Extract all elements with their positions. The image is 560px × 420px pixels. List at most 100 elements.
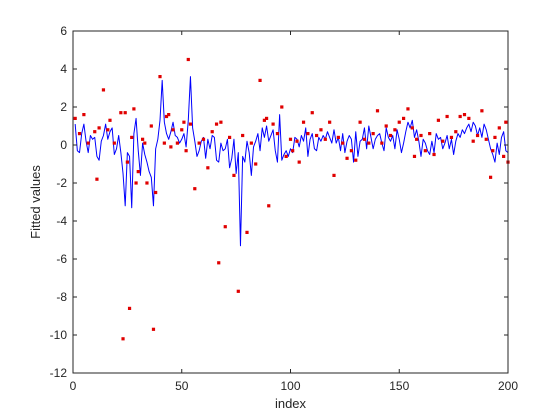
data-point (284, 154, 288, 158)
y-tick-label: -10 (50, 328, 68, 342)
data-point (436, 118, 440, 122)
data-point (462, 113, 467, 117)
data-point (336, 135, 340, 139)
data-point (288, 137, 293, 141)
data-point (93, 130, 97, 134)
data-point (175, 141, 179, 145)
data-point (291, 149, 295, 153)
data-point (371, 132, 375, 136)
data-point (432, 152, 436, 157)
x-axis-label: index (275, 396, 307, 411)
data-point (345, 156, 349, 160)
data-point (182, 120, 186, 124)
data-point (206, 166, 210, 170)
data-point (441, 139, 445, 143)
y-tick-label: -8 (56, 290, 67, 304)
data-point (410, 126, 414, 130)
data-point (397, 120, 401, 124)
data-point (467, 116, 471, 120)
data-point (119, 111, 123, 115)
data-point (108, 118, 112, 122)
data-point (95, 177, 99, 181)
data-point (210, 130, 214, 134)
data-point (349, 149, 353, 153)
data-point (241, 133, 245, 138)
data-point (449, 135, 454, 139)
data-point (262, 118, 266, 122)
data-point (412, 154, 417, 158)
data-point (489, 175, 493, 179)
data-point (254, 162, 258, 166)
plot-area (73, 31, 508, 373)
axes-layer: 0 50 100 150 200 -12 -10 -8 -6 -4 -2 0 2 4 6 (50, 24, 519, 393)
data-point (101, 88, 106, 92)
data-point (480, 109, 484, 113)
data-point (493, 135, 497, 139)
data-point (201, 137, 206, 141)
data-point (217, 261, 221, 265)
data-point (275, 132, 280, 136)
data-point (134, 181, 138, 185)
data-point (236, 289, 240, 293)
data-point (328, 120, 332, 124)
data-point (149, 124, 153, 128)
data-point (267, 204, 271, 208)
x-tick-label: 0 (70, 379, 77, 393)
data-point (484, 137, 488, 141)
x-tick-label: 50 (175, 379, 189, 393)
data-point (458, 114, 462, 119)
data-point (310, 111, 314, 115)
x-tick-label: 200 (498, 379, 518, 393)
data-point (423, 149, 427, 153)
y-tick-label: 6 (60, 24, 67, 38)
data-point (301, 120, 306, 124)
data-point (384, 124, 388, 128)
data-point (180, 128, 184, 132)
data-point (123, 111, 127, 115)
data-point (86, 141, 90, 145)
data-point (130, 135, 134, 139)
data-point (502, 154, 506, 158)
data-point (332, 173, 336, 177)
data-point (362, 137, 367, 141)
data-point (295, 139, 299, 143)
data-point (415, 137, 419, 141)
data-point (162, 141, 166, 145)
data-point (471, 139, 475, 143)
y-axis-label: Fitted values (28, 165, 43, 239)
data-point (106, 128, 110, 132)
data-point (497, 126, 501, 130)
data-point (127, 306, 132, 310)
y-tick-label: 0 (60, 138, 67, 152)
data-point (297, 160, 301, 164)
y-tick-label: -2 (56, 176, 67, 190)
data-point (125, 160, 129, 164)
y-tick-label: 2 (60, 100, 67, 114)
x-tick-label: 100 (280, 379, 300, 393)
data-point (158, 75, 162, 79)
y-tick-label: -12 (50, 366, 68, 380)
data-point (151, 327, 156, 331)
data-point (219, 120, 223, 124)
data-point (491, 149, 495, 153)
data-point (504, 120, 508, 124)
data-point (121, 337, 125, 341)
data-point (271, 122, 275, 126)
data-point (358, 120, 362, 124)
data-point (73, 116, 77, 120)
data-point (169, 145, 173, 149)
data-point (154, 190, 158, 195)
data-point (388, 133, 393, 138)
data-point (454, 130, 458, 134)
data-point (264, 116, 269, 120)
data-point (112, 141, 116, 145)
data-point (164, 114, 169, 119)
data-point (193, 187, 197, 191)
data-point (141, 137, 145, 141)
y-tick-label: -6 (56, 252, 67, 266)
data-point (223, 225, 227, 229)
data-point (306, 132, 310, 136)
data-point (380, 141, 384, 145)
data-point (77, 132, 82, 136)
